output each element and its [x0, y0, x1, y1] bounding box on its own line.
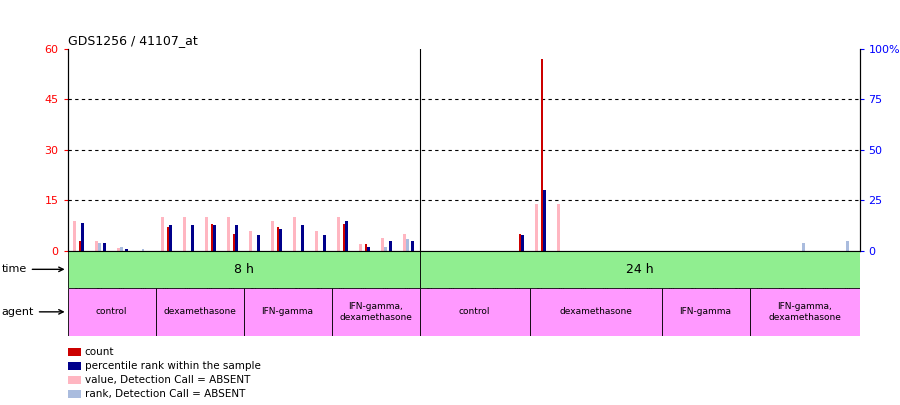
Bar	[383, 247, 386, 251]
Bar	[846, 241, 849, 251]
Bar	[68, 251, 419, 288]
Text: IFN-gamma: IFN-gamma	[680, 307, 732, 316]
Bar	[276, 228, 279, 251]
Bar	[213, 225, 216, 251]
Bar	[68, 390, 81, 398]
Bar	[211, 224, 213, 251]
Text: agent: agent	[2, 307, 63, 317]
Bar	[529, 288, 662, 336]
Bar	[68, 348, 81, 356]
Bar	[750, 288, 859, 336]
Bar	[411, 241, 414, 251]
Bar	[557, 204, 560, 251]
Text: control: control	[95, 307, 127, 316]
Text: 8 h: 8 h	[234, 263, 254, 276]
Bar	[381, 238, 383, 251]
Text: 24 h: 24 h	[626, 263, 653, 276]
Bar	[544, 190, 546, 251]
Bar	[244, 288, 331, 336]
Bar	[359, 244, 362, 251]
Bar	[302, 225, 304, 251]
Bar	[94, 241, 97, 251]
Bar	[68, 376, 81, 384]
Bar	[68, 362, 81, 370]
Bar	[271, 221, 274, 251]
Text: rank, Detection Call = ABSENT: rank, Detection Call = ABSENT	[85, 389, 245, 399]
Bar	[120, 247, 122, 251]
Bar	[337, 217, 339, 251]
Text: time: time	[2, 264, 63, 274]
Bar	[205, 217, 208, 251]
Bar	[141, 249, 145, 251]
Bar	[73, 221, 76, 251]
Bar	[125, 249, 128, 251]
Text: IFN-gamma: IFN-gamma	[262, 307, 313, 316]
Bar	[331, 288, 419, 336]
Bar	[279, 229, 283, 251]
Bar	[292, 217, 295, 251]
Bar	[406, 239, 409, 251]
Bar	[535, 204, 537, 251]
Bar	[323, 235, 326, 251]
Bar	[227, 217, 230, 251]
Bar	[419, 251, 860, 288]
Bar	[78, 241, 81, 251]
Text: dexamethasone: dexamethasone	[163, 307, 236, 316]
Bar	[236, 225, 238, 251]
Bar	[521, 235, 524, 251]
Text: IFN-gamma,
dexamethasone: IFN-gamma, dexamethasone	[768, 302, 841, 322]
Bar	[104, 243, 106, 251]
Bar	[183, 217, 185, 251]
Bar	[257, 235, 260, 251]
Bar	[419, 288, 529, 336]
Bar	[367, 247, 370, 251]
Bar	[248, 231, 252, 251]
Text: dexamethasone: dexamethasone	[559, 307, 632, 316]
Bar	[192, 225, 194, 251]
Bar	[97, 243, 101, 251]
Text: control: control	[459, 307, 490, 316]
Bar	[346, 221, 348, 251]
Bar	[518, 234, 521, 251]
Text: value, Detection Call = ABSENT: value, Detection Call = ABSENT	[85, 375, 250, 385]
Bar	[68, 288, 156, 336]
Bar	[161, 217, 164, 251]
Bar	[232, 234, 236, 251]
Text: count: count	[85, 347, 114, 357]
Bar	[81, 223, 85, 251]
Bar	[403, 234, 406, 251]
Bar	[364, 244, 367, 251]
Bar	[390, 241, 392, 251]
Bar	[343, 224, 346, 251]
Text: GDS1256 / 41107_at: GDS1256 / 41107_at	[68, 34, 197, 47]
Text: percentile rank within the sample: percentile rank within the sample	[85, 361, 261, 371]
Bar	[315, 231, 318, 251]
Bar	[166, 228, 169, 251]
Bar	[802, 243, 805, 251]
Bar	[156, 288, 244, 336]
Text: IFN-gamma,
dexamethasone: IFN-gamma, dexamethasone	[339, 302, 412, 322]
Bar	[169, 225, 172, 251]
Bar	[662, 288, 750, 336]
Bar	[117, 248, 120, 251]
Bar	[541, 59, 544, 251]
